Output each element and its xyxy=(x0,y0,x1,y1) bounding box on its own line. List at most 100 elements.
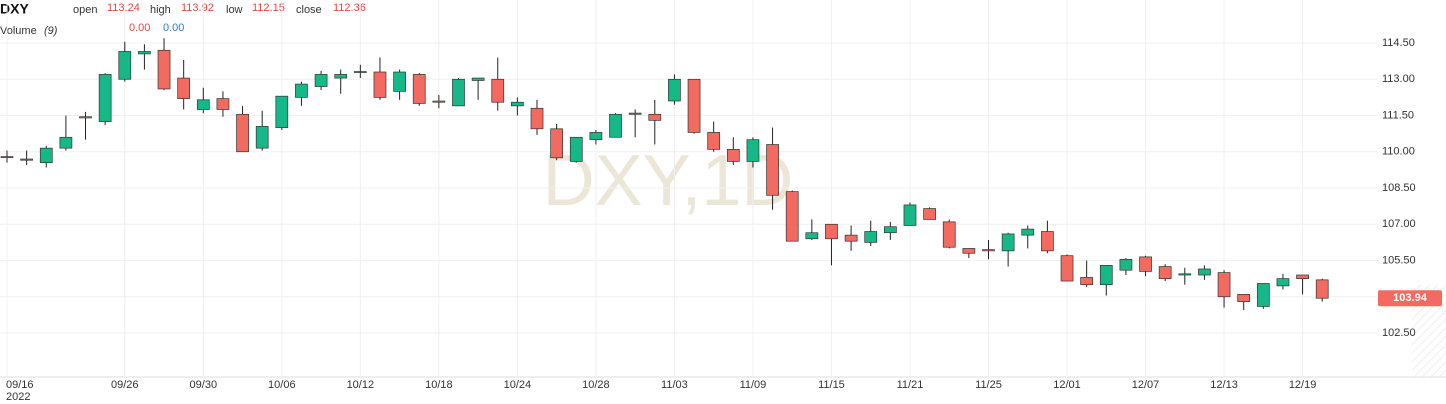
candle-body xyxy=(746,139,760,162)
x-tick-label: 12/07 xyxy=(1132,379,1160,391)
candle-body xyxy=(1060,255,1074,282)
y-tick-label: 105.50 xyxy=(1382,254,1416,266)
candle-body xyxy=(883,226,897,234)
candle-body xyxy=(864,231,878,243)
candle-body xyxy=(628,112,642,115)
y-tick-label: 114.50 xyxy=(1382,37,1415,49)
candle-body xyxy=(726,149,740,162)
candle-body xyxy=(471,77,485,81)
candle-body xyxy=(118,51,132,80)
candle-body xyxy=(314,74,328,87)
x-tick-label: 11/21 xyxy=(897,379,924,391)
candle-body xyxy=(157,49,171,90)
candle-body xyxy=(1256,283,1270,307)
y-tick-label: 107.00 xyxy=(1382,218,1416,230)
candle-body xyxy=(825,223,838,240)
candle-body xyxy=(1237,294,1251,302)
candle-body xyxy=(177,77,191,99)
candle-body xyxy=(196,99,210,110)
symbol: DXY xyxy=(0,1,29,17)
candle-body xyxy=(1276,278,1290,287)
x-tick-label: 10/24 xyxy=(504,379,532,391)
candle-body xyxy=(942,221,956,248)
x-tick-label: 10/28 xyxy=(582,379,610,391)
candle-body xyxy=(1119,258,1133,271)
x-tick-label: 11/03 xyxy=(661,379,688,391)
close-label: close xyxy=(296,4,322,16)
x-tick-label: 12/13 xyxy=(1210,379,1238,391)
candle-body xyxy=(20,158,33,161)
y-tick-label: 102.50 xyxy=(1382,327,1416,339)
x-tick-label: 11/25 xyxy=(975,379,1002,391)
candle-body xyxy=(1099,265,1113,286)
low-value: 112.15 xyxy=(252,2,285,14)
candle-body xyxy=(0,156,14,158)
candle-body xyxy=(1217,272,1231,298)
high-value: 113.92 xyxy=(181,2,214,14)
candle-body xyxy=(236,113,249,153)
x-tick-label: 10/18 xyxy=(425,379,453,391)
candle-body xyxy=(216,98,230,110)
candle-body xyxy=(255,126,269,149)
candle-body xyxy=(412,74,426,104)
x-tick-label: 12/19 xyxy=(1289,379,1317,391)
candle-body xyxy=(785,191,799,242)
candle-body xyxy=(59,136,73,149)
low-label: low xyxy=(226,4,243,16)
candle-body xyxy=(668,78,681,102)
candle-body xyxy=(432,100,446,103)
volume-value: 0.00 xyxy=(163,22,184,34)
candle-body xyxy=(805,232,819,240)
candle-body xyxy=(903,204,917,226)
candle-body xyxy=(962,248,976,254)
candle-body xyxy=(491,78,505,103)
candle-body xyxy=(1021,228,1035,236)
candle-body xyxy=(589,132,603,141)
candle-body xyxy=(1315,279,1329,299)
x-tick-label: 11/09 xyxy=(740,379,767,391)
x-tick-label: 09/30 xyxy=(190,379,218,391)
x-tick-label: 09/26 xyxy=(111,379,139,391)
candle-body xyxy=(1001,233,1015,252)
candle-body xyxy=(373,71,387,98)
candle-body xyxy=(707,132,721,150)
price-tag-label: 103.94 xyxy=(1393,292,1428,304)
year-label: 2022 xyxy=(6,391,30,403)
candle-body xyxy=(550,128,563,159)
x-tick-label: 10/06 xyxy=(268,379,296,391)
candle-body xyxy=(648,113,662,121)
candle-body xyxy=(1296,274,1309,279)
candle-body xyxy=(1080,277,1094,286)
candle-body xyxy=(1178,273,1192,276)
candle-body xyxy=(923,208,936,220)
candle-body xyxy=(353,71,367,73)
candle-body xyxy=(569,136,583,162)
x-tick-label: 11/15 xyxy=(818,379,845,391)
x-tick-label: 12/01 xyxy=(1053,379,1081,391)
candle-body xyxy=(452,78,465,107)
candle-body xyxy=(982,249,995,252)
price-tag xyxy=(1378,290,1442,307)
plot: 102.50104.00105.50107.00108.50110.00111.… xyxy=(0,0,1442,391)
volume-label: Volume xyxy=(0,25,37,37)
candle-body xyxy=(1041,231,1054,252)
x-tick-label: 10/12 xyxy=(347,379,375,391)
candle-body xyxy=(766,144,779,196)
candle-body xyxy=(844,234,858,242)
volume-param: (9) xyxy=(44,25,58,37)
close-value: 112.36 xyxy=(333,2,366,14)
candle-body xyxy=(530,107,544,130)
high-label: high xyxy=(150,4,171,16)
y-tick-label: 113.00 xyxy=(1382,73,1415,85)
candle-body xyxy=(393,71,406,92)
candle-body xyxy=(98,74,112,122)
candle-body xyxy=(1139,256,1152,272)
candle-body xyxy=(334,74,348,79)
y-tick-label: 108.50 xyxy=(1382,182,1416,194)
candle-body xyxy=(687,78,701,133)
candle-body xyxy=(79,116,92,119)
candle-body xyxy=(295,83,308,98)
candle-body xyxy=(1158,266,1172,279)
volume-value: 0.00 xyxy=(129,22,150,34)
